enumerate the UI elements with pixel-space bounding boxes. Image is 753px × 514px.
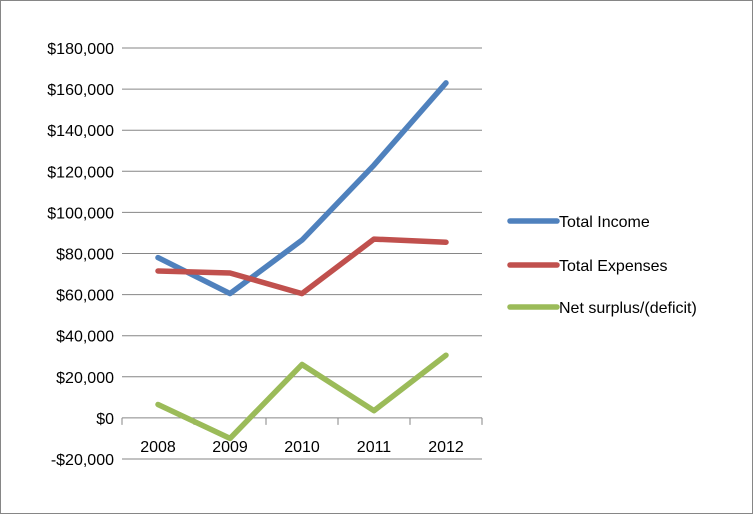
y-tick-label: $160,000 (47, 82, 114, 99)
x-tick-label: 2011 (357, 439, 392, 456)
legend-label: Net surplus/(deficit) (559, 300, 697, 317)
legend: Total Income Total Expenses Net surplus/(d… (507, 214, 697, 317)
y-tick-label: $180,000 (47, 41, 114, 58)
y-axis-tick-labels: $180,000 $160,000 $140,000 $120,000 $100,000… (47, 41, 114, 469)
y-tick-label: $40,000 (56, 329, 114, 346)
y-tick-label: $120,000 (47, 164, 114, 181)
y-tick-label: $140,000 (47, 123, 114, 140)
y-tick-label: -$20,000 (51, 452, 114, 469)
x-tick-label: 2008 (140, 439, 176, 456)
x-tick-label: 2012 (428, 439, 464, 456)
y-tick-label: $80,000 (56, 247, 114, 264)
y-tick-label: $0 (96, 411, 114, 428)
series-line-net-surplus-deficit (155, 352, 449, 442)
y-tick-label: $20,000 (56, 370, 114, 387)
x-tick-label: 2009 (212, 439, 248, 456)
legend-label: Total Income (559, 214, 650, 231)
series-line-total-income (155, 80, 449, 297)
series-line-total-expenses (155, 236, 449, 297)
x-axis: 2008 2009 2010 2011 2012 (121, 417, 483, 456)
x-tick-label: 2010 (284, 439, 320, 456)
y-tick-label: $60,000 (56, 288, 114, 305)
gridlines (122, 47, 482, 460)
legend-label: Total Expenses (559, 258, 668, 275)
y-tick-label: $100,000 (47, 205, 114, 222)
series-lines (155, 80, 449, 442)
